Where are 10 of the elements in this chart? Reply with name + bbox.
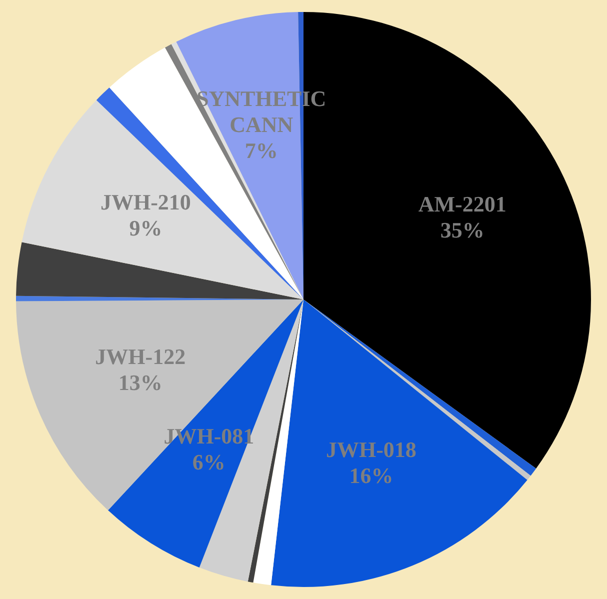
data-label: 35% bbox=[440, 217, 484, 242]
data-label: 16% bbox=[349, 463, 394, 488]
data-label: 9% bbox=[129, 215, 162, 240]
data-label: 13% bbox=[118, 370, 162, 396]
slice-label: JWH-018 bbox=[326, 437, 416, 462]
data-label: 6% bbox=[192, 449, 226, 474]
data-label: 7% bbox=[244, 138, 278, 163]
slice-label: AM-2201 bbox=[418, 191, 506, 216]
slice-label: JWH-122 bbox=[95, 344, 186, 370]
slice-label: JWH-210 bbox=[100, 189, 191, 214]
